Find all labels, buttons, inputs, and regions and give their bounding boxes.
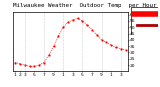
Text: Milwaukee Weather  Outdoor Temp  per Hour  (24 Hours): Milwaukee Weather Outdoor Temp per Hour … (13, 3, 160, 8)
